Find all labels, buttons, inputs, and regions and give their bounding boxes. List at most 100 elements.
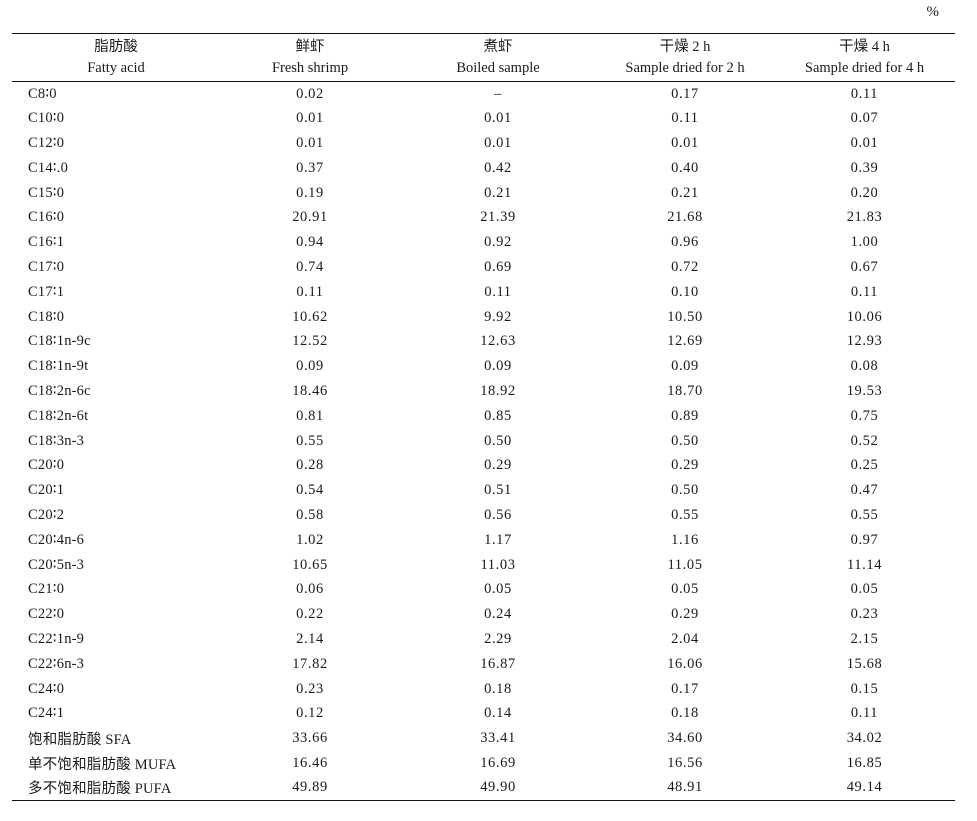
value-cell: 0.52: [850, 432, 879, 449]
table-row: C20∶4n-6 1.02 1.17 1.16 0.97: [12, 528, 955, 553]
table-row: C22∶0 0.22 0.24 0.29 0.23: [12, 602, 955, 627]
fatty-acid-table: 脂肪酸 Fatty acid 鲜虾 Fresh shrimp 煮虾 Boiled…: [12, 33, 955, 802]
value-cell: 0.74: [296, 258, 324, 275]
value-cell: 1.02: [296, 531, 324, 548]
fatty-acid-name-cell: C17∶0: [28, 258, 65, 275]
value-cell: 0.10: [671, 283, 699, 300]
value-cell: 0.42: [484, 159, 512, 176]
value-cell: 21.39: [480, 209, 516, 226]
value-cell: 0.07: [850, 110, 879, 127]
value-cell: 0.96: [671, 234, 699, 251]
value-cell: 0.67: [850, 258, 879, 275]
table-row: C24∶0 0.23 0.18 0.17 0.15: [12, 677, 955, 702]
value-cell: 0.94: [296, 234, 324, 251]
value-cell: 0.11: [671, 110, 699, 127]
value-cell: 0.29: [484, 457, 512, 474]
value-cell: 0.92: [484, 234, 512, 251]
fatty-acid-name-cell: C16∶0: [28, 209, 65, 226]
value-cell: 0.21: [484, 184, 512, 201]
column-header-fatty-acid: 脂肪酸 Fatty acid: [12, 33, 220, 82]
fatty-acid-name-cell: C12∶0: [28, 134, 65, 151]
value-cell: 0.39: [850, 159, 879, 176]
value-cell: 16.87: [480, 655, 516, 672]
fatty-acid-name-cell: C20∶1: [28, 482, 65, 499]
value-cell: 0.29: [671, 457, 699, 474]
value-cell: 20.91: [292, 209, 328, 226]
value-cell: 10.65: [292, 556, 328, 573]
table-row: C15∶0 0.19 0.21 0.21 0.20: [12, 181, 955, 206]
fatty-acid-name-cell: C18∶3n-3: [28, 432, 85, 449]
table-row: C20∶2 0.58 0.56 0.55 0.55: [12, 503, 955, 528]
value-cell: 0.01: [671, 134, 699, 151]
value-cell: 0.56: [484, 506, 512, 523]
value-cell: 0.23: [850, 606, 879, 623]
value-cell: 0.09: [296, 358, 324, 375]
value-cell: 0.29: [671, 606, 699, 623]
value-cell: 0.08: [850, 358, 879, 375]
value-cell: 1.17: [484, 531, 512, 548]
value-cell: 16.69: [480, 754, 516, 771]
table-row: C18∶1n-9c 12.52 12.63 12.69 12.93: [12, 329, 955, 354]
fatty-acid-name-cell: C18∶2n-6t: [28, 407, 89, 424]
fatty-acid-name-cell: C24∶1: [28, 705, 65, 722]
value-cell: 34.02: [846, 730, 883, 747]
value-cell: 0.01: [296, 134, 324, 151]
value-cell: 0.01: [484, 134, 512, 151]
column-header-cn: 煮虾: [483, 38, 513, 55]
fatty-acid-name-cell: C20∶0: [28, 457, 65, 474]
value-cell: 17.82: [292, 655, 328, 672]
table-row: C18∶3n-3 0.55 0.50 0.50 0.52: [12, 429, 955, 454]
fatty-acid-name-cell: 饱和脂肪酸 SFA: [28, 732, 132, 749]
value-cell: 2.29: [484, 630, 512, 647]
value-cell: 0.89: [671, 407, 699, 424]
value-cell: 0.20: [850, 184, 879, 201]
table-row: C24∶1 0.12 0.14 0.18 0.11: [12, 701, 955, 726]
table-row: C18∶2n-6t 0.81 0.85 0.89 0.75: [12, 404, 955, 429]
fatty-acid-name-cell: C16∶1: [28, 234, 65, 251]
value-cell: 12.52: [292, 333, 328, 350]
fatty-acid-name-cell: C22∶0: [28, 606, 65, 623]
value-cell: 10.62: [292, 308, 328, 325]
value-cell: 0.69: [484, 258, 512, 275]
fatty-acid-name-cell: C18∶1n-9t: [28, 358, 89, 375]
value-cell: 0.11: [850, 85, 879, 102]
column-header-dried-4h: 干燥 4 h Sample dried for 4 h: [774, 33, 955, 82]
table-row: 多不饱和脂肪酸 PUFA 49.89 49.90 48.91 49.14: [12, 775, 955, 802]
value-cell: 0.55: [850, 506, 879, 523]
value-cell: 0.54: [296, 482, 324, 499]
value-cell: 0.23: [296, 680, 324, 697]
value-cell: 0.05: [484, 581, 512, 598]
table-header: 脂肪酸 Fatty acid 鲜虾 Fresh shrimp 煮虾 Boiled…: [12, 33, 955, 82]
value-cell: 0.50: [671, 432, 699, 449]
value-cell: 0.37: [296, 159, 324, 176]
fatty-acid-name-cell: C24∶0: [28, 680, 65, 697]
column-header-fresh-shrimp: 鲜虾 Fresh shrimp: [220, 33, 400, 82]
value-cell: 33.66: [292, 730, 328, 747]
value-cell: 18.70: [667, 382, 703, 399]
value-cell: 0.09: [671, 358, 699, 375]
value-cell: 19.53: [846, 382, 883, 399]
value-cell: 1.00: [850, 234, 879, 251]
fatty-acid-name-cell: C10∶0: [28, 110, 65, 127]
value-cell: 0.01: [484, 110, 512, 127]
value-cell: 0.47: [850, 482, 879, 499]
fatty-acid-name-cell: C22∶1n-9: [28, 630, 85, 647]
fatty-acid-name-cell: C15∶0: [28, 184, 65, 201]
column-header-cn: 脂肪酸: [94, 38, 138, 55]
value-cell: 11.03: [480, 556, 516, 573]
fatty-acid-name-cell: 单不饱和脂肪酸 MUFA: [28, 756, 177, 773]
value-cell: 0.02: [296, 85, 324, 102]
table-row: C20∶5n-3 10.65 11.03 11.05 11.14: [12, 553, 955, 578]
table-row: 单不饱和脂肪酸 MUFA 16.46 16.69 16.56 16.85: [12, 751, 955, 776]
value-cell: 0.81: [296, 407, 324, 424]
value-cell: 0.75: [850, 407, 879, 424]
value-cell: 11.05: [667, 556, 703, 573]
table-row: C21∶0 0.06 0.05 0.05 0.05: [12, 577, 955, 602]
column-header-en: Sample dried for 2 h: [625, 59, 745, 76]
value-cell: 0.24: [484, 606, 512, 623]
column-header-cn: 鲜虾: [295, 38, 325, 55]
value-cell: 1.16: [671, 531, 699, 548]
value-cell: 10.06: [846, 308, 883, 325]
table-row: C12∶0 0.01 0.01 0.01 0.01: [12, 131, 955, 156]
value-cell: 0.11: [484, 283, 512, 300]
